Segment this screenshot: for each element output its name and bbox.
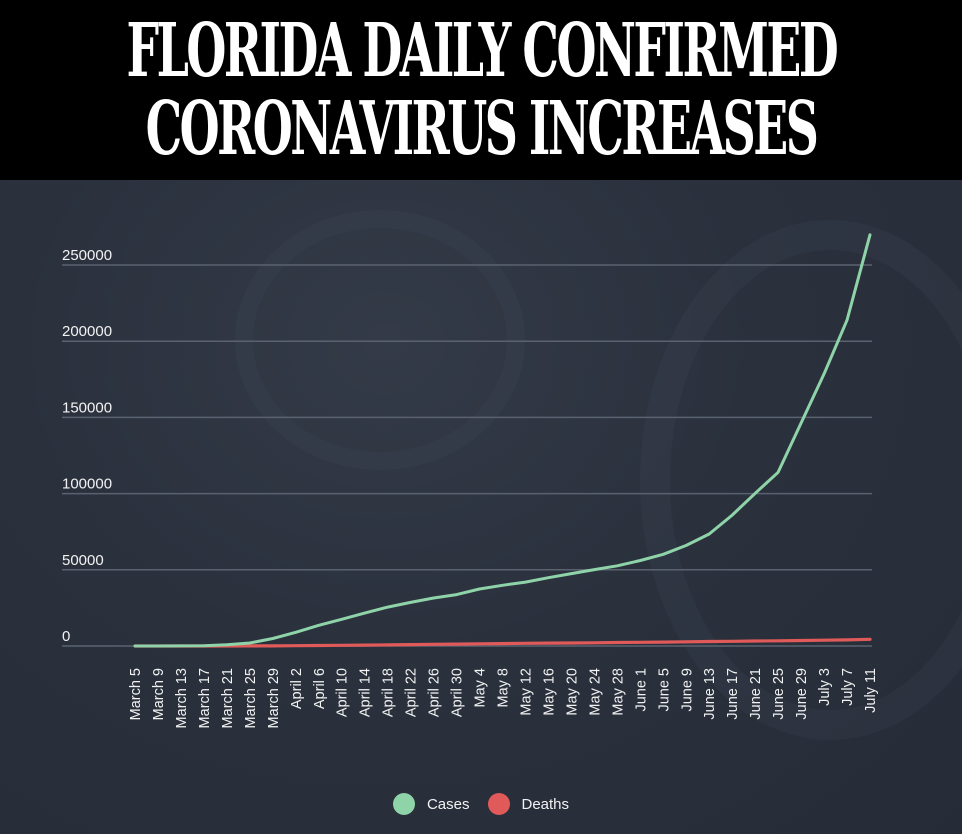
x-tick-label: May 24 [587, 668, 603, 716]
x-tick-label: April 22 [404, 668, 420, 717]
chart-legend: Cases Deaths [0, 792, 962, 816]
x-tick-label: March 25 [243, 668, 259, 728]
y-tick-label: 50000 [62, 552, 104, 569]
x-tick-label: June 1 [633, 668, 649, 712]
y-tick-label: 250000 [62, 247, 112, 264]
y-tick-label: 100000 [62, 476, 112, 493]
x-tick-label: May 4 [473, 668, 489, 708]
x-tick-label: April 30 [450, 668, 466, 717]
y-tick-label: 0 [62, 628, 70, 645]
x-tick-label: June 9 [679, 668, 695, 712]
x-tick-label: June 29 [794, 668, 810, 720]
x-tick-label: April 18 [381, 668, 397, 717]
x-tick-label: July 3 [817, 668, 833, 706]
gridlines [62, 264, 872, 647]
y-tick-label: 150000 [62, 399, 112, 416]
x-tick-label: May 20 [564, 668, 580, 716]
x-tick-label: March 17 [197, 668, 213, 728]
x-tick-label: April 26 [427, 668, 443, 717]
cases-dot-icon [392, 793, 415, 815]
deaths-dot-icon [487, 793, 510, 815]
x-tick-label: July 11 [863, 668, 879, 713]
legend-item-cases[interactable]: Cases [392, 793, 470, 815]
x-tick-label: June 5 [656, 668, 672, 712]
x-tick-label: June 13 [702, 668, 718, 720]
x-tick-label: March 13 [174, 668, 190, 728]
headline-line-1: FLORIDA DAILY CONFIRMED [126, 8, 838, 94]
headline-line-2: CORONAVIRUS INCREASES [145, 86, 819, 172]
x-tick-label: May 16 [541, 668, 557, 716]
x-tick-label: July 7 [840, 668, 856, 706]
x-tick-label: June 17 [725, 668, 741, 720]
x-tick-label: March 5 [128, 668, 144, 720]
x-tick-label: April 2 [289, 668, 305, 709]
cases-line [133, 233, 872, 648]
x-tick-label: June 25 [771, 668, 787, 720]
x-tick-label: June 21 [748, 668, 764, 720]
x-tick-label: May 28 [610, 668, 626, 716]
x-tick-label: May 8 [496, 668, 512, 708]
deaths-line [133, 637, 872, 648]
x-tick-label: March 9 [151, 668, 167, 720]
legend-item-deaths[interactable]: Deaths [487, 793, 570, 815]
x-tick-label: April 6 [312, 668, 328, 709]
x-axis-labels: March 5 March 9 March 13 March 17 March 21 Ma… [128, 668, 879, 728]
headline-banner: FLORIDA DAILY CONFIRMED CORONAVIRUS INCR… [0, 0, 962, 180]
x-tick-label: April 14 [358, 668, 374, 717]
legend-label-cases: Cases [426, 795, 470, 813]
x-tick-label: March 29 [266, 668, 282, 728]
y-tick-label: 200000 [62, 323, 112, 340]
x-tick-label: March 21 [220, 668, 236, 728]
x-tick-label: April 10 [335, 668, 351, 717]
legend-label-deaths: Deaths [521, 795, 570, 813]
x-tick-label: May 12 [518, 668, 534, 716]
y-axis-labels: 0 50000 100000 150000 200000 250000 [62, 247, 112, 645]
